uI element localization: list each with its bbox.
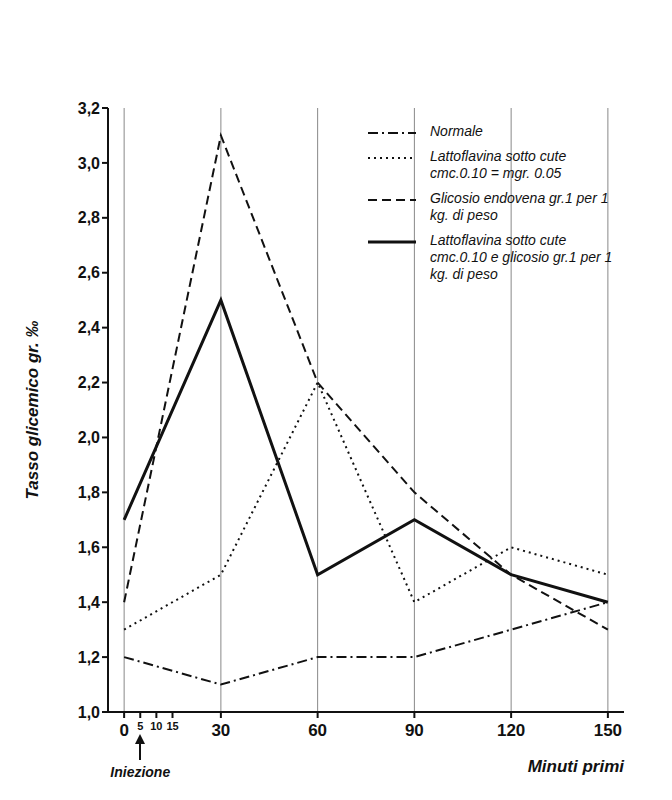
html-text:Lattoflavina sotto cute cmc.0.: Lattoflavina sotto cute cmc.0.10 = mgr. … [430,148,567,181]
svg-text:2,4: 2,4 [78,319,100,336]
svg-text:1,8: 1,8 [78,484,100,501]
svg-text:3,2: 3,2 [78,100,100,117]
svg-text:2,0: 2,0 [78,429,100,446]
svg-text:2,6: 2,6 [78,264,100,281]
svg-text:30: 30 [211,721,230,740]
svg-text:5: 5 [137,720,143,732]
svg-text:60: 60 [308,721,327,740]
html-text:Normale: Normale [430,123,483,139]
svg-text:1,0: 1,0 [78,704,100,721]
svg-text:1,4: 1,4 [78,594,100,611]
svg-text:90: 90 [405,721,424,740]
svg-text:150: 150 [594,721,622,740]
html-text:Lattoflavina sotto cute cmc.0.: Lattoflavina sotto cute cmc.0.10 e glico… [430,232,613,282]
svg-text:1,2: 1,2 [78,649,100,666]
svg-text:10: 10 [150,720,162,732]
html-text:Glicosio endovena gr.1 per 1 k: Glicosio endovena gr.1 per 1 kg. di peso [430,190,609,223]
svg-text:3,0: 3,0 [78,155,100,172]
svg-text:120: 120 [497,721,525,740]
svg-text:1,6: 1,6 [78,539,100,556]
svg-text:2,8: 2,8 [78,209,100,226]
svg-text:0: 0 [119,721,128,740]
svg-text:Minuti primi: Minuti primi [528,757,626,776]
svg-text:15: 15 [166,720,178,732]
svg-text:Tasso glicemico gr. ‰: Tasso glicemico gr. ‰ [23,321,42,500]
html-text:Iniezione: Iniezione [110,764,171,780]
svg-text:2,2: 2,2 [78,374,100,391]
